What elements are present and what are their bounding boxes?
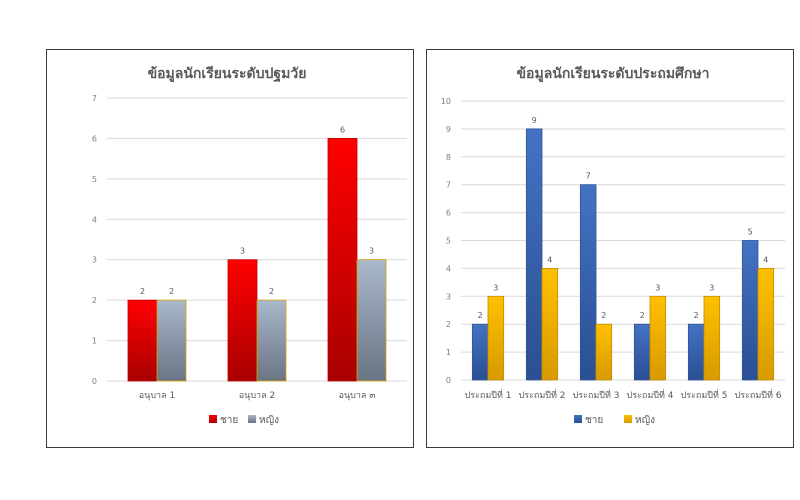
y-tick-label: 5: [446, 237, 451, 246]
data-label: 3: [369, 247, 374, 256]
y-tick-label: 10: [441, 97, 451, 106]
data-label: 3: [240, 247, 245, 256]
y-tick-label: 1: [446, 348, 451, 357]
category-label: ประถมปีที่ 4: [627, 388, 674, 401]
data-label: 2: [140, 287, 145, 296]
data-label: 2: [269, 287, 274, 296]
y-tick-label: 3: [446, 292, 451, 301]
bar-male: [741, 240, 759, 381]
bar-female: [595, 323, 613, 381]
y-tick-label: 1: [92, 337, 97, 346]
category-label: อนุบาล 1: [139, 391, 175, 401]
data-label: 2: [640, 311, 645, 320]
bar-male: [471, 323, 489, 381]
data-label: 4: [547, 255, 552, 264]
bar-male: [327, 138, 358, 382]
chart-panel-preschool: ข้อมูลนักเรียนระดับปฐมวัย 0 1 2 3 4 5 6 7 2 2 อนุบา…: [46, 49, 414, 448]
bar-female: [703, 295, 721, 381]
y-tick-label: 7: [446, 181, 451, 190]
data-label: 9: [532, 116, 537, 125]
data-label: 3: [709, 283, 714, 292]
category-label: อนุบาล ๓: [339, 391, 376, 401]
y-tick-label: 5: [92, 175, 97, 184]
data-label: 2: [169, 287, 174, 296]
y-tick-label: 2: [446, 320, 451, 329]
y-tick-label: 4: [446, 264, 451, 273]
legend-swatch: [624, 415, 632, 423]
bar-female: [256, 299, 287, 382]
data-label: 2: [601, 311, 606, 320]
bar-female: [649, 295, 667, 381]
data-label: 2: [478, 311, 483, 320]
data-label: 4: [763, 255, 768, 264]
legend-label: ชาย: [220, 415, 238, 426]
data-label: 3: [655, 283, 660, 292]
chart-title: ข้อมูลนักเรียนระดับประถมศึกษา: [516, 65, 709, 82]
y-tick-label: 7: [92, 94, 97, 103]
bar-female: [156, 299, 187, 382]
bar-male: [227, 259, 258, 382]
data-label: 7: [586, 172, 591, 181]
bar-male: [579, 184, 597, 381]
bar-female: [356, 259, 387, 382]
chart-preschool: ข้อมูลนักเรียนระดับปฐมวัย 0 1 2 3 4 5 6 7 2 2 อนุบา…: [92, 66, 407, 426]
category-label: ประถมปีที่ 6: [735, 388, 782, 401]
bar-female: [541, 267, 559, 381]
data-label: 2: [694, 311, 699, 320]
legend-swatch: [248, 415, 256, 423]
legend-label: หญิง: [259, 415, 279, 426]
bar-male: [633, 323, 651, 381]
y-tick-label: 6: [92, 134, 97, 143]
bar-female: [487, 295, 505, 381]
chart-title: ข้อมูลนักเรียนระดับปฐมวัย: [148, 66, 307, 83]
category-label: ประถมปีที่ 5: [681, 388, 728, 401]
bar-male: [687, 323, 705, 381]
category-label: อนุบาล 2: [239, 391, 275, 401]
category-label: ประถมปีที่ 1: [465, 388, 512, 401]
y-tick-label: 9: [446, 125, 451, 134]
bar-male: [525, 128, 543, 381]
y-tick-label: 8: [446, 153, 451, 162]
legend-swatch: [209, 415, 217, 423]
legend-swatch: [574, 415, 582, 423]
y-tick-label: 0: [92, 377, 97, 386]
y-tick-label: 2: [92, 296, 97, 305]
y-tick-label: 0: [446, 376, 451, 385]
legend-label: หญิง: [635, 415, 655, 426]
legend-label: ชาย: [585, 415, 603, 426]
category-label: ประถมปีที่ 3: [573, 388, 620, 401]
bar-female: [757, 267, 775, 381]
category-label: ประถมปีที่ 2: [519, 388, 566, 401]
data-label: 3: [493, 283, 498, 292]
y-tick-label: 3: [92, 256, 97, 265]
chart-panel-primary: ข้อมูลนักเรียนระดับประถมศึกษา 0 1 2 3 4 5 6 7 8 9 1…: [426, 49, 794, 448]
data-label: 5: [748, 228, 753, 237]
chart-primary: ข้อมูลนักเรียนระดับประถมศึกษา 0 1 2 3 4 5 6 7 8 9 1…: [441, 65, 785, 426]
data-label: 6: [340, 125, 345, 134]
y-tick-label: 6: [446, 209, 451, 218]
bar-male: [127, 299, 158, 382]
y-tick-label: 4: [92, 215, 97, 224]
